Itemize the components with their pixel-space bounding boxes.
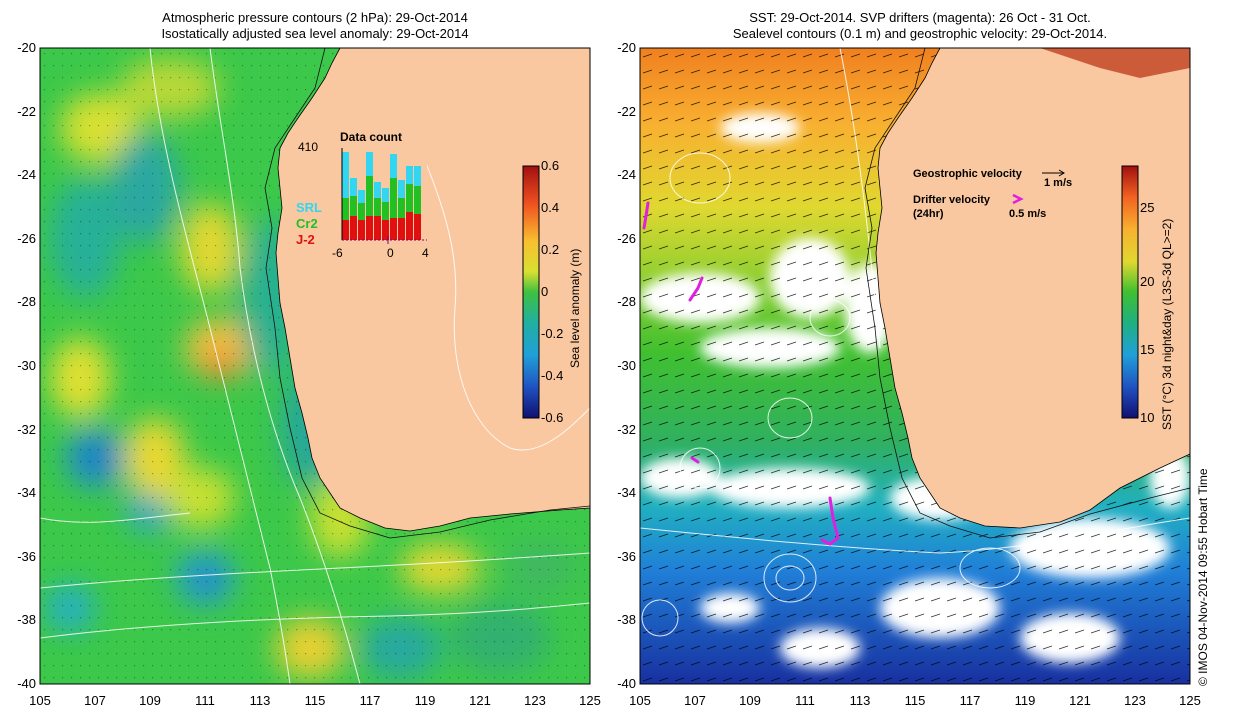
sla-cbar-tick-neg0.6: -0.6: [541, 410, 564, 425]
sla-colorbar-label: Sea level anomaly (m): [568, 248, 582, 368]
left-x-tick-label: 115: [304, 693, 326, 708]
left-map: [39, 47, 591, 685]
inset-legend-srl: SRL: [296, 200, 322, 215]
pressure-contours: [40, 48, 590, 684]
right-title-line2: Sealevel contours (0.1 m) and geostrophi…: [732, 26, 1108, 41]
sst-colorbar-label: SST (°C) 3d night&day (L3S-3d QL>=2): [1160, 218, 1174, 430]
left-x-tick-label: 117: [359, 693, 381, 708]
left-title-line1: Atmospheric pressure contours (2 hPa): 2…: [162, 10, 468, 25]
sla-cbar-tick-0.6: 0.6: [541, 158, 560, 173]
left-x-tick-label: 123: [524, 693, 546, 708]
left-x-tick-label: 107: [84, 693, 106, 708]
shelf-contour: [264, 48, 590, 539]
left-y-tick-label: -40: [17, 676, 36, 691]
inset-legend-j2: J-2: [296, 232, 315, 247]
data-count-inset: [341, 148, 427, 244]
left-y-tick-label: -34: [17, 485, 36, 501]
sla-cbar-tick-0: 0: [541, 284, 549, 299]
imos-credit: © IMOS 04-Nov-2014 09:55 Hobart Time: [1196, 468, 1210, 686]
right-map: [639, 47, 1191, 685]
sst-cbar-tick-20: 20: [1140, 274, 1155, 289]
inset-x-tick-0: 0: [387, 246, 394, 260]
drifter-velocity-label: Drifter velocity: [913, 194, 991, 206]
left-x-tick-label: 119: [414, 693, 436, 708]
left-y-tick-label: -26: [17, 230, 36, 246]
left-y-tick-label: -22: [17, 103, 36, 119]
sla-cbar-tick-neg0.2: -0.2: [541, 326, 564, 341]
left-y-tick-label: -28: [17, 294, 36, 310]
left-x-tick-label: 105: [29, 693, 51, 708]
right-x-tick-label: 109: [739, 693, 761, 708]
inset-bars: [342, 152, 421, 240]
sla-cbar-tick-neg0.4: -0.4: [541, 368, 564, 383]
left-title-line2: Isostatically adjusted sea level anomaly…: [161, 26, 469, 41]
right-title-line1: SST: 29-Oct-2014. SVP drifters (magenta)…: [749, 10, 1091, 25]
left-x-tick-label: 109: [139, 693, 161, 708]
sst-cbar-tick-10: 10: [1140, 410, 1155, 425]
right-y-tick-label: -26: [617, 230, 636, 246]
right-x-tick-label: 111: [795, 693, 815, 708]
geo-velocity-arrow: [1042, 169, 1065, 177]
right-x-tick-label: 125: [1179, 693, 1201, 708]
australia-land-sst: [875, 48, 1190, 529]
right-y-tick-label: -32: [617, 421, 636, 437]
right-x-tick-label: 105: [629, 693, 651, 708]
right-y-tick-label: -38: [617, 612, 636, 628]
right-x-tick-label: 121: [1069, 693, 1091, 708]
right-x-tick-label: 117: [959, 693, 981, 708]
sla-colorbar: [522, 165, 540, 419]
sst-cbar-tick-15: 15: [1140, 342, 1155, 357]
inset-x-tick-4: 4: [422, 246, 429, 260]
right-x-tick-label: 123: [1124, 693, 1146, 708]
inset-legend-cr2: Cr2: [296, 216, 318, 231]
geo-velocity-label: Geostrophic velocity: [913, 168, 1022, 180]
sst-cbar-tick-25: 25: [1140, 200, 1155, 215]
drifter-velocity-sub: (24hr): [913, 208, 944, 220]
inset-title: Data count: [340, 130, 403, 144]
left-x-tick-label: 111: [195, 693, 215, 708]
shelf-contour-sst: [864, 48, 1190, 539]
left-x-tick-label: 113: [249, 693, 271, 708]
left-y-tick-label: -32: [17, 421, 36, 437]
right-x-tick-label: 119: [1014, 693, 1036, 708]
sla-cbar-tick-0.2: 0.2: [541, 242, 560, 257]
geo-velocity-scale: 1 m/s: [1044, 177, 1073, 189]
right-y-tick-label: -36: [617, 548, 636, 564]
left-x-tick-label: 121: [469, 693, 491, 708]
right-x-tick-label: 115: [904, 693, 926, 708]
inset-max-label: 410: [298, 140, 319, 154]
inset-x-tick-neg6: -6: [332, 246, 343, 260]
svp-drifter-tracks: [642, 201, 840, 546]
right-y-tick-label: -30: [617, 358, 636, 373]
drifter-velocity-scale: 0.5 m/s: [1009, 208, 1047, 220]
right-x-tick-label: 113: [849, 693, 871, 708]
left-x-tick-label: 125: [579, 693, 601, 708]
left-y-tick-label: -36: [17, 548, 36, 564]
left-y-tick-label: -24: [17, 167, 36, 183]
left-y-tick-label: -38: [17, 612, 36, 628]
right-y-tick-label: -22: [617, 103, 636, 119]
left-y-tick-label: -30: [17, 358, 36, 373]
sst-colorbar: [1121, 165, 1139, 419]
right-y-tick-label: -20: [617, 40, 636, 55]
sealevel-contours: [640, 48, 1190, 637]
left-y-tick-label: -20: [17, 40, 36, 55]
right-y-tick-label: -34: [617, 485, 636, 501]
sla-cbar-tick-0.4: 0.4: [541, 200, 560, 215]
right-y-tick-label: -40: [617, 676, 636, 691]
right-y-tick-label: -24: [617, 167, 636, 183]
drifter-velocity-arrow: [1012, 193, 1024, 205]
right-y-tick-label: -28: [617, 294, 636, 310]
right-x-tick-label: 107: [684, 693, 706, 708]
warm-northern-corner: [1040, 48, 1190, 78]
